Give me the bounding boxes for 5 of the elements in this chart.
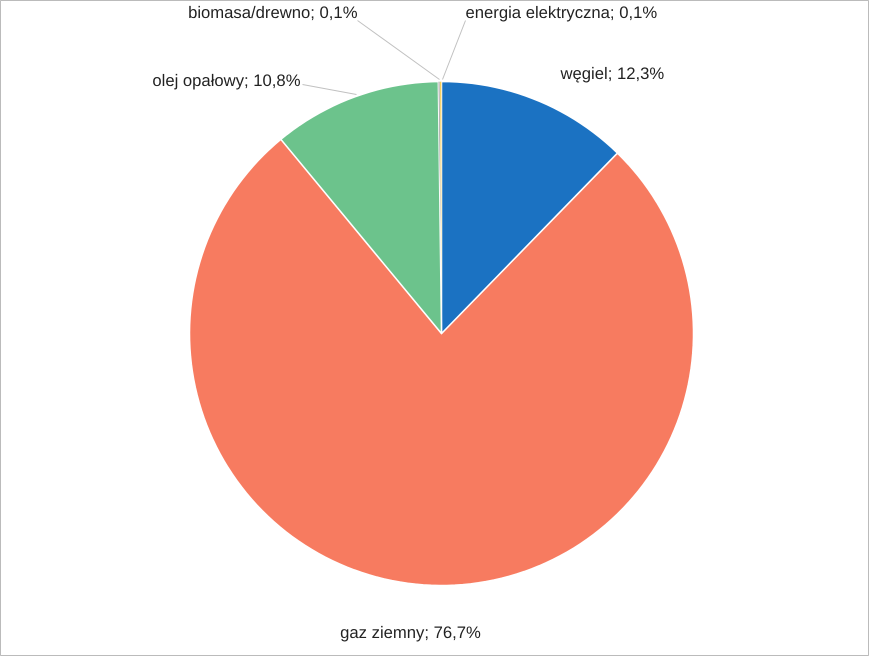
slice-label: węgiel; 12,3% [560,64,664,83]
slice-label: biomasa/drewno; 0,1% [188,3,358,22]
slice-label: olej opałowy; 10,8% [152,71,301,90]
slice-label: energia elektryczna; 0,1% [466,3,658,22]
slice-label: gaz ziemny; 76,7% [340,623,482,642]
